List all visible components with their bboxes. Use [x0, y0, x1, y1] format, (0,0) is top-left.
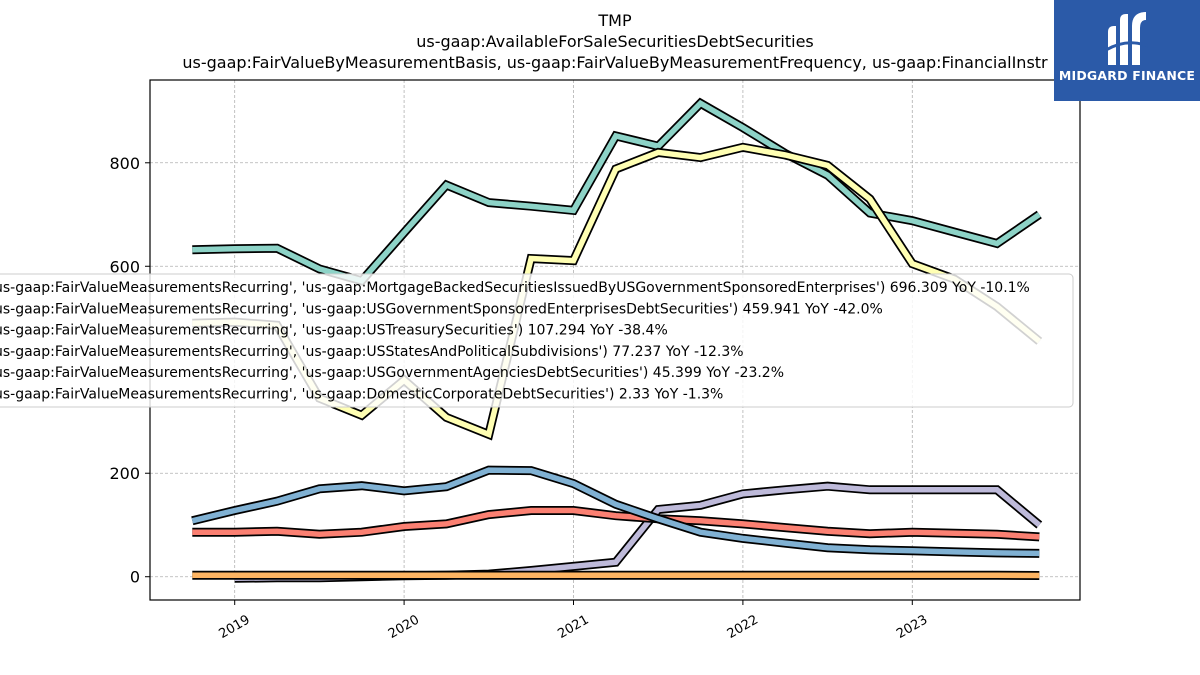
y-tick-label: 600	[109, 257, 140, 276]
y-tick-label: 0	[130, 568, 140, 587]
midgard-logo-mark-icon	[1105, 12, 1149, 65]
series-line-4	[192, 507, 1040, 540]
x-tick-label: 2023	[894, 612, 930, 642]
logo-text: MIDGARD FINANCE	[1058, 68, 1196, 83]
series-line-5	[191, 467, 1040, 557]
chart-title-line-3: us-gaap:FairValueByMeasurementBasis, us-…	[182, 53, 1048, 72]
series-lines	[191, 97, 1043, 583]
chart-title-line-2: us-gaap:AvailableForSaleSecuritiesDebtSe…	[416, 32, 814, 51]
legend-entry: us-gaap:FairValueMeasurementsRecurring',…	[0, 365, 784, 381]
legend-entry: us-gaap:FairValueMeasurementsRecurring',…	[0, 280, 1030, 296]
legend-entry: us-gaap:FairValueMeasurementsRecurring',…	[0, 387, 723, 403]
y-tick-label: 200	[109, 464, 140, 483]
x-tick-label: 2022	[725, 612, 761, 642]
midgard-finance-logo: MIDGARD FINANCE	[1054, 0, 1200, 101]
x-tick-label: 2020	[386, 612, 422, 642]
series-line-1	[192, 99, 1041, 284]
y-axis-ticks: 0 200 600 800	[109, 154, 150, 587]
x-tick-label: 2019	[217, 612, 253, 642]
chart-title: TMP us-gaap:AvailableForSaleSecuritiesDeb…	[182, 11, 1048, 72]
legend-entry: us-gaap:FairValueMeasurementsRecurring',…	[0, 323, 668, 339]
x-axis-ticks: 2019 2020 2021 2022 2023	[217, 600, 930, 642]
legend: us-gaap:FairValueMeasurementsRecurring',…	[0, 273, 1074, 408]
legend-box	[0, 273, 1074, 408]
legend-entry: us-gaap:FairValueMeasurementsRecurring',…	[0, 301, 883, 317]
y-tick-label: 800	[109, 154, 140, 173]
x-tick-label: 2021	[555, 612, 591, 642]
chart-title-line-1: TMP	[597, 11, 632, 30]
legend-entry: us-gaap:FairValueMeasurementsRecurring',…	[0, 344, 744, 360]
